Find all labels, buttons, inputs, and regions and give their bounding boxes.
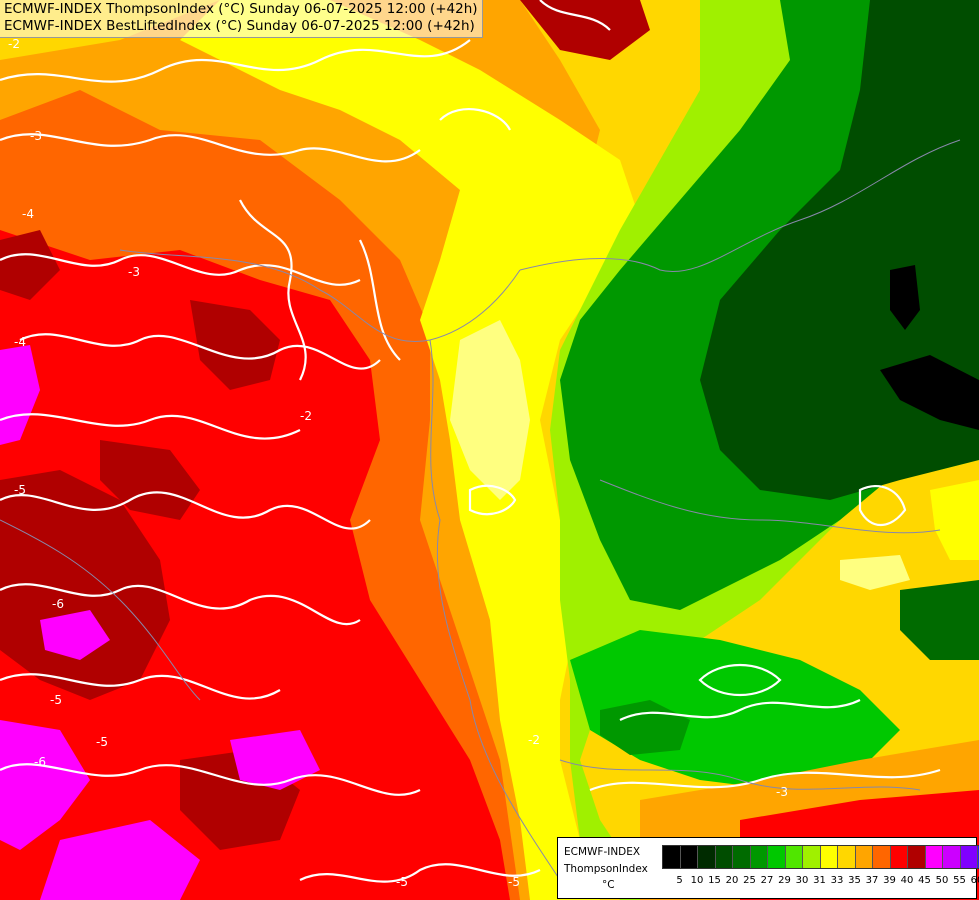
legend-swatch bbox=[803, 846, 821, 868]
legend-tick-label: 31 bbox=[813, 875, 826, 886]
legend-swatch bbox=[680, 846, 698, 868]
pale-yellow-core bbox=[450, 320, 530, 500]
contour-label: -2 bbox=[300, 409, 312, 423]
east-yellow-patch bbox=[930, 480, 979, 560]
red-region bbox=[0, 230, 510, 900]
legend-tick-label: 35 bbox=[848, 875, 861, 886]
legend-tick-label: 25 bbox=[743, 875, 756, 886]
legend-tick-label: 30 bbox=[795, 875, 809, 886]
legend-tick-label: 50 bbox=[935, 875, 949, 886]
legend-swatch bbox=[908, 846, 926, 868]
borders bbox=[0, 139, 961, 881]
darkred-patch-3 bbox=[100, 440, 200, 520]
magenta-patch-3 bbox=[40, 820, 200, 900]
legend-swatch bbox=[855, 846, 873, 868]
darkred-patch-5 bbox=[0, 230, 60, 300]
map-title-box: ECMWF-INDEX ThompsonIndex (°C) Sunday 06… bbox=[0, 0, 483, 38]
contour-label: -6 bbox=[52, 597, 64, 611]
legend-swatch bbox=[768, 846, 786, 868]
contour-label: -5 bbox=[14, 483, 26, 497]
black-patch-2 bbox=[880, 355, 979, 430]
legend-swatch bbox=[733, 846, 751, 868]
contour-label: -5 bbox=[396, 875, 408, 889]
contour-label: -3 bbox=[128, 265, 140, 279]
legend-swatch bbox=[750, 846, 768, 868]
legend-tick-label: 29 bbox=[778, 875, 791, 886]
legend-tick-label: 55 bbox=[953, 875, 966, 886]
contour-label: -2 bbox=[528, 733, 540, 747]
legend-tick-label: 5 bbox=[676, 875, 683, 886]
contour-label: -3 bbox=[776, 785, 788, 799]
magenta-patch-2 bbox=[0, 720, 90, 850]
contour-label: -5 bbox=[50, 693, 62, 707]
darkgreen-south bbox=[900, 580, 979, 660]
legend-tick-label: 10 bbox=[690, 875, 704, 886]
magenta-patch-1 bbox=[0, 345, 40, 445]
darkred-patch-2 bbox=[190, 300, 280, 390]
legend-tick-label: 45 bbox=[918, 875, 931, 886]
magenta-patch-4 bbox=[40, 610, 110, 660]
legend-tick-label: 37 bbox=[865, 875, 879, 886]
legend-unit: °C bbox=[602, 879, 615, 891]
legend-tick-label: 39 bbox=[883, 875, 896, 886]
legend-swatch bbox=[663, 846, 681, 868]
contour-labels: -2 -3 -4 -4 -5 -6 -2 -5 -6 -5 -5 -3 -3 -… bbox=[8, 37, 788, 889]
contour-label: -4 bbox=[14, 335, 26, 349]
black-patch-1 bbox=[890, 265, 920, 330]
yellow-band bbox=[180, 0, 640, 900]
legend-tick-label: 27 bbox=[760, 875, 774, 886]
magenta-patch-5 bbox=[230, 730, 320, 790]
legend-swatch bbox=[820, 846, 838, 868]
legend-swatch bbox=[890, 846, 908, 868]
legend-swatch bbox=[943, 846, 961, 868]
contour-label: -3 bbox=[30, 129, 42, 143]
map-title-line-2: ECMWF-INDEX BestLiftedIndex (°C) Sunday … bbox=[4, 18, 475, 34]
darkred-patch-1 bbox=[0, 470, 170, 700]
darkred-patch-6 bbox=[520, 0, 650, 60]
map-title-line-1: ECMWF-INDEX ThompsonIndex (°C) Sunday 06… bbox=[4, 1, 478, 17]
contour-label: -2 bbox=[8, 37, 20, 51]
legend-swatch bbox=[698, 846, 716, 868]
legend-swatch bbox=[838, 846, 856, 868]
legend-model: ECMWF-INDEX bbox=[564, 846, 641, 858]
legend-swatch bbox=[873, 846, 891, 868]
legend-tick-label: 15 bbox=[708, 875, 721, 886]
legend-parameter: ThompsonIndex bbox=[564, 863, 648, 875]
legend-swatch bbox=[960, 846, 978, 868]
legend-tick-label: 60 bbox=[970, 875, 979, 886]
contour-label: -4 bbox=[22, 207, 34, 221]
contour-label: -5 bbox=[508, 875, 520, 889]
legend-swatches bbox=[662, 845, 979, 869]
legend-tick-label: 33 bbox=[830, 875, 844, 886]
legend-swatch bbox=[925, 846, 943, 868]
east-yellow-patch-2 bbox=[840, 555, 910, 590]
color-legend: ECMWF-INDEX ThompsonIndex °C 5 10 15 20 25 27… bbox=[557, 837, 979, 899]
legend-tick-label: 40 bbox=[900, 875, 914, 886]
legend-swatch bbox=[715, 846, 733, 868]
legend-swatch bbox=[785, 846, 803, 868]
contour-label: -5 bbox=[96, 735, 108, 749]
legend-tick-label: 20 bbox=[725, 875, 739, 886]
contour-label: -6 bbox=[34, 755, 46, 769]
